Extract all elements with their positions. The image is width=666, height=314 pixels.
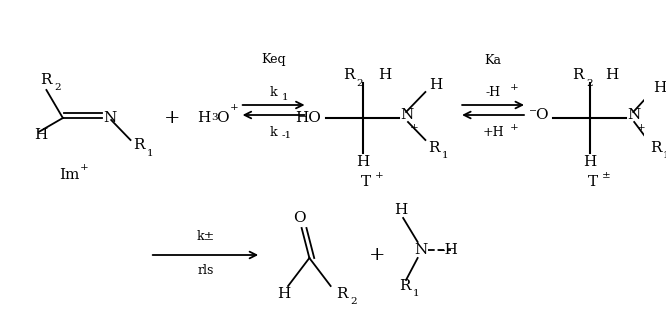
Text: 3: 3 [210,113,217,122]
Text: 1: 1 [281,93,288,101]
Text: Ka: Ka [485,53,501,67]
Text: R: R [428,141,440,155]
Text: 1: 1 [413,290,420,299]
Text: R: R [649,141,661,155]
Text: H: H [605,68,619,82]
Text: -H: -H [486,86,501,100]
Text: +: + [637,122,646,132]
Text: 1: 1 [442,151,448,160]
Text: H: H [34,128,47,142]
Text: +: + [369,246,386,264]
Text: R: R [133,138,145,152]
Text: O: O [294,211,306,225]
Text: +H: +H [482,126,504,138]
Text: R: R [343,68,355,82]
Text: +: + [410,122,419,132]
Text: H: H [278,287,291,301]
Text: +: + [230,102,239,111]
Text: H: H [378,68,392,82]
Text: +: + [80,164,89,172]
Text: ±: ± [602,171,611,180]
Text: +: + [509,84,518,93]
Text: H: H [356,155,369,169]
Text: 1: 1 [147,149,154,158]
Text: –H: –H [437,243,458,257]
Text: R: R [41,73,52,87]
Text: ⁻O: ⁻O [529,108,550,122]
Text: N: N [414,243,427,257]
Text: k±: k± [196,230,215,243]
Text: T: T [360,175,370,189]
Text: H: H [430,78,442,92]
Text: H: H [394,203,408,217]
Text: N: N [627,108,641,122]
Text: T: T [587,175,597,189]
Text: rls: rls [198,263,214,277]
Text: 2: 2 [357,78,364,88]
Text: R: R [572,68,584,82]
Text: -1: -1 [281,132,292,140]
Text: H: H [197,111,210,125]
Text: H: H [653,81,666,95]
Text: 2: 2 [586,78,593,88]
Text: k: k [270,86,278,100]
Text: H: H [583,155,596,169]
Text: R: R [400,279,411,293]
Text: R: R [336,287,348,301]
Text: N: N [103,111,117,125]
Text: N: N [400,108,414,122]
Text: +: + [164,109,180,127]
Text: k: k [270,126,278,138]
Text: +: + [509,122,518,132]
Text: Im: Im [59,168,80,182]
Text: Keq: Keq [261,53,286,67]
Text: 1: 1 [663,151,666,160]
Text: 2: 2 [350,297,356,306]
Text: +: + [375,171,384,180]
Text: O: O [216,111,229,125]
Text: HO: HO [295,111,321,125]
Text: 2: 2 [54,84,61,93]
